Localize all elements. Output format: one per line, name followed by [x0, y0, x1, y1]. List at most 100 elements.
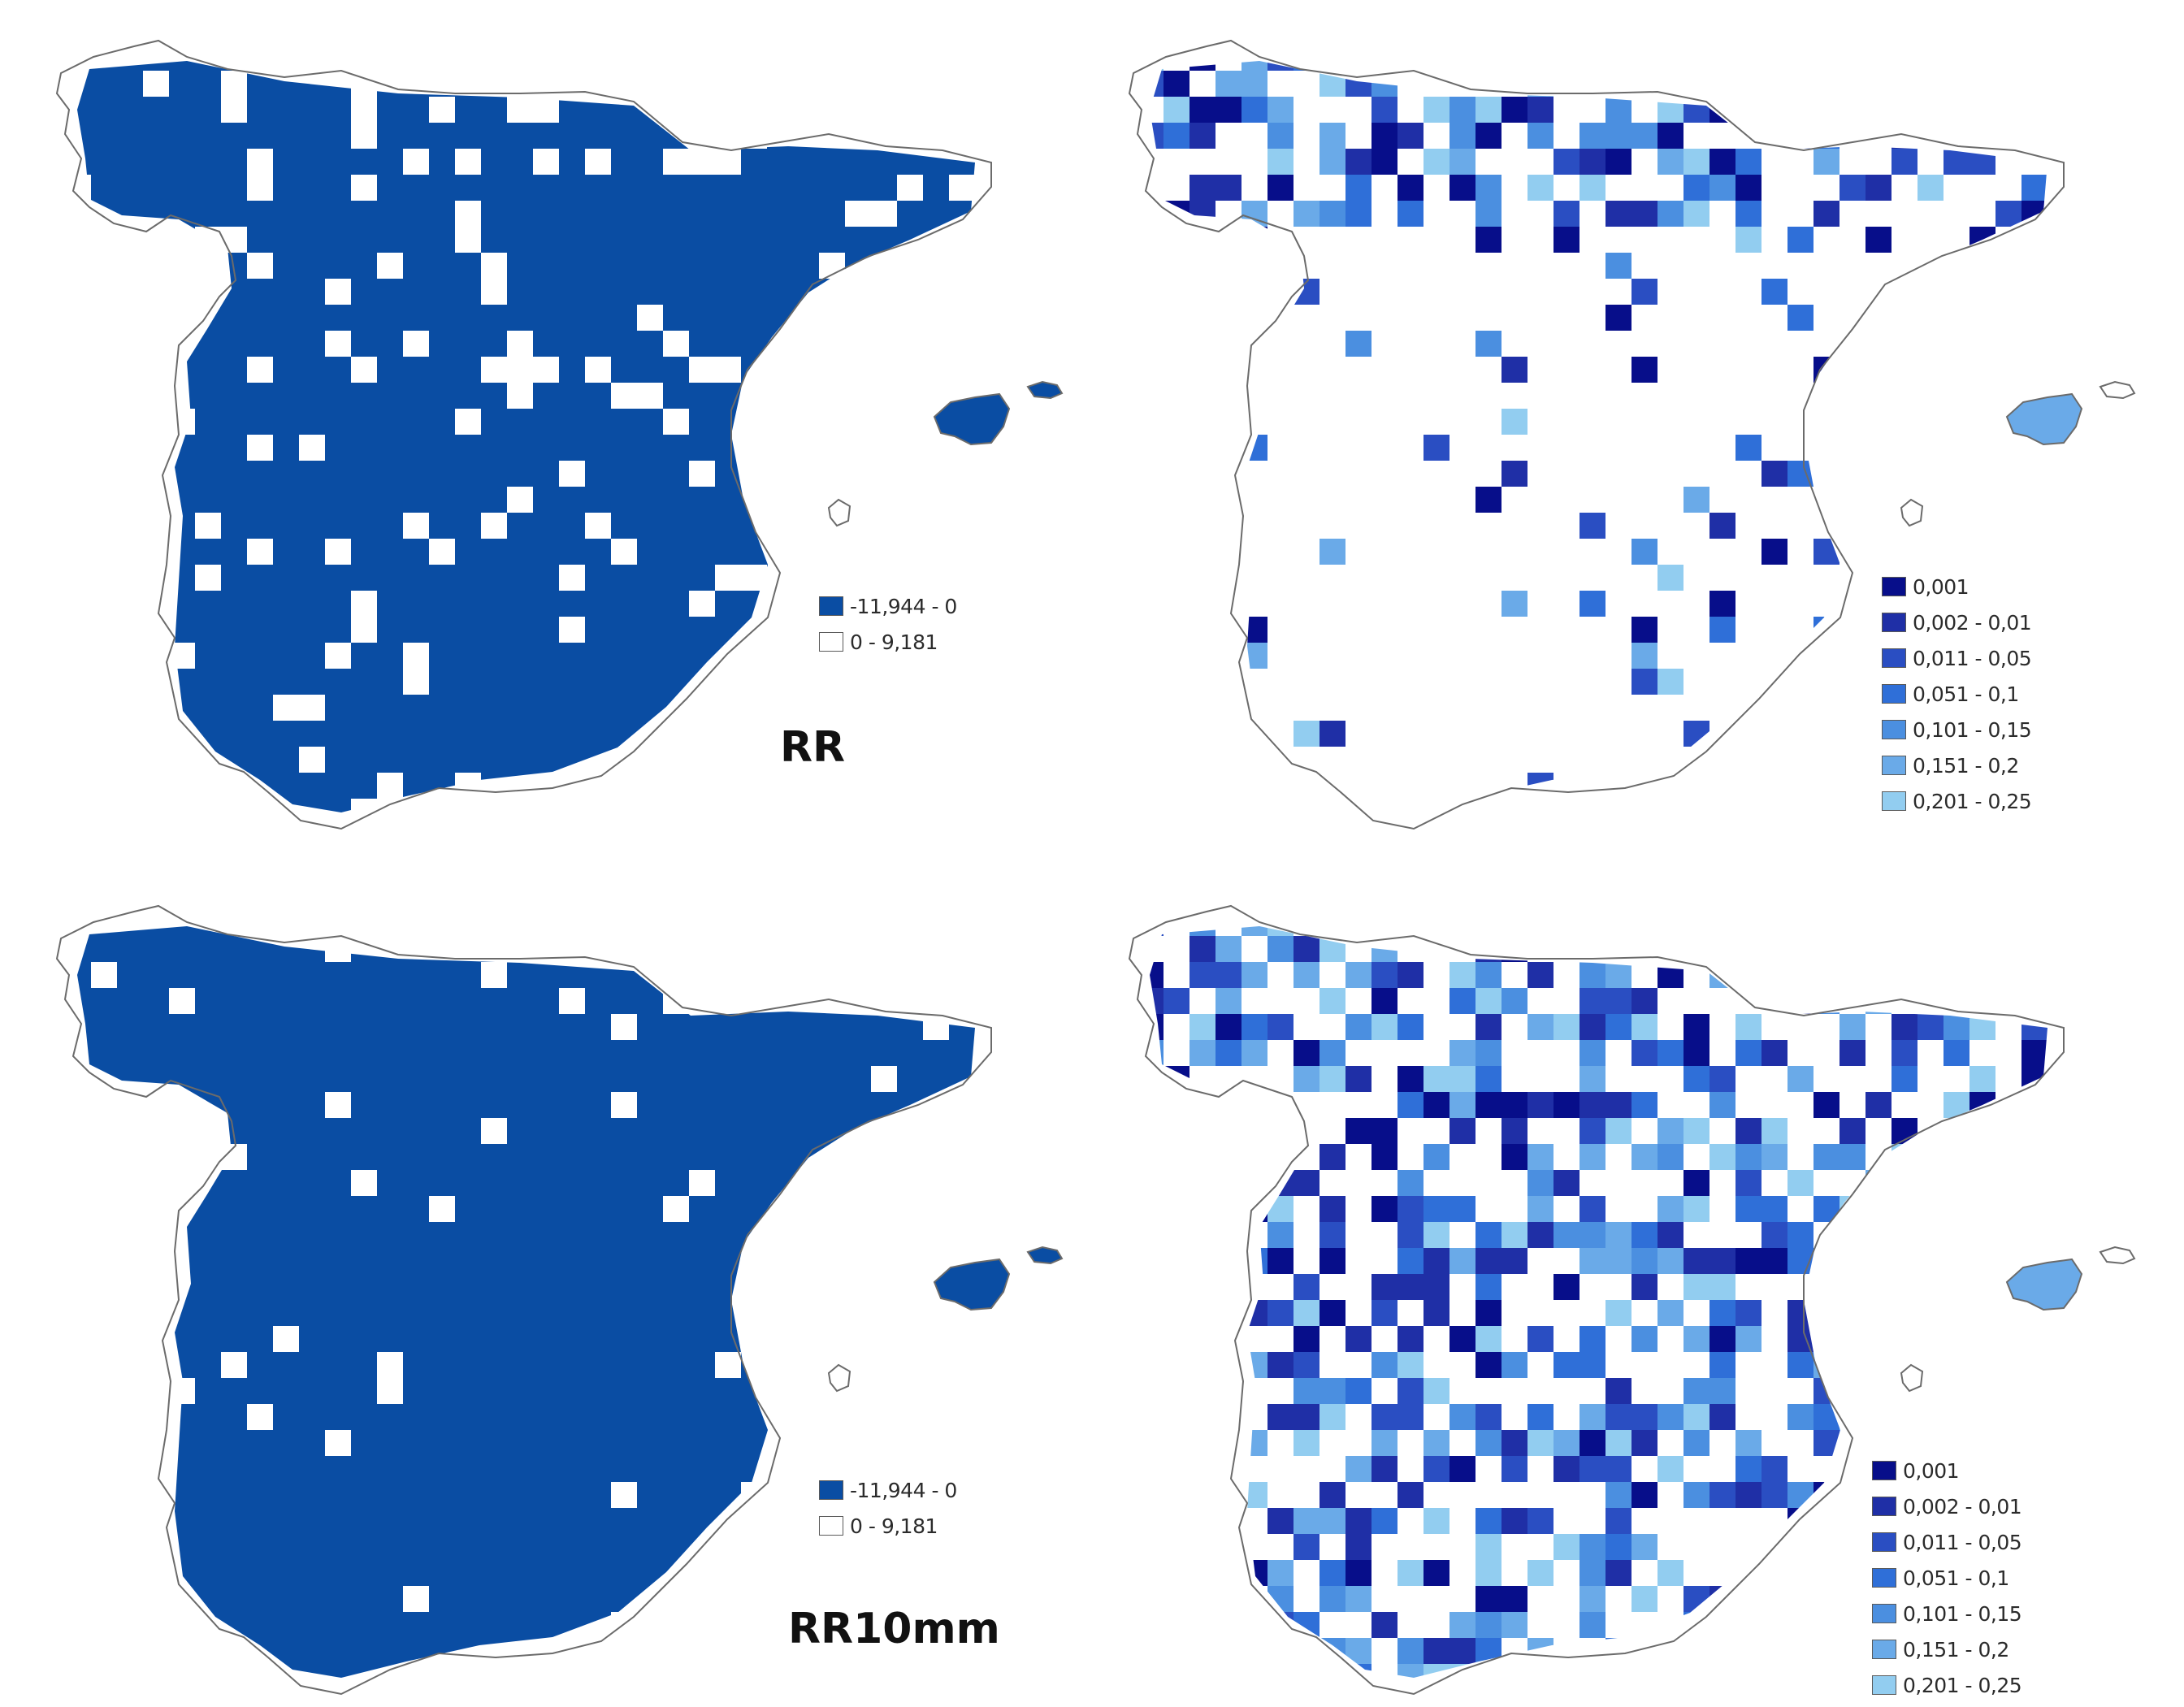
grid-cell	[325, 513, 351, 539]
grid-cell	[403, 1274, 429, 1300]
grid-cell	[793, 435, 819, 461]
grid-cell	[819, 1196, 845, 1222]
grid-cell	[975, 45, 1001, 71]
grid-cell	[1528, 773, 1554, 799]
grid-cell	[429, 617, 455, 643]
grid-cell	[273, 435, 299, 461]
grid-cell	[1632, 1274, 1658, 1300]
grid-cell	[507, 1560, 533, 1586]
grid-cell	[637, 962, 663, 988]
grid-cell	[117, 1456, 143, 1482]
grid-cell	[1476, 97, 1502, 123]
grid-cell	[247, 123, 273, 149]
grid-cell	[299, 1612, 325, 1638]
grid-cell	[793, 1274, 819, 1300]
grid-cell	[507, 1144, 533, 1170]
grid-cell	[507, 123, 533, 149]
grid-cell	[351, 1612, 377, 1638]
grid-cell	[299, 1196, 325, 1222]
grid-cell	[975, 279, 1001, 305]
grid-cells	[77, 926, 1001, 1678]
grid-cell	[221, 1092, 247, 1118]
grid-cell	[741, 1638, 767, 1664]
grid-cell	[663, 227, 689, 253]
grid-cell	[1150, 1118, 1164, 1144]
grid-cell	[1944, 1404, 1970, 1430]
grid-cell	[247, 1612, 273, 1638]
grid-cell	[1944, 926, 1970, 936]
grid-cell	[2022, 201, 2048, 227]
legend-label: 0,151 - 0,2	[1913, 753, 2019, 778]
grid-cell	[1190, 591, 1216, 617]
grid-cell	[715, 1534, 741, 1560]
grid-cell	[871, 988, 897, 1014]
grid-cell	[169, 1664, 195, 1678]
grid-cell	[637, 1352, 663, 1378]
grid-cell	[1736, 1118, 1762, 1144]
legend-swatch	[1882, 577, 1906, 596]
grid-cell	[1190, 1664, 1216, 1678]
grid-cell	[1840, 1326, 1866, 1352]
grid-cell	[77, 926, 91, 936]
grid-cell	[403, 1066, 429, 1092]
grid-cell	[481, 799, 507, 812]
legend-swatch	[1872, 1604, 1896, 1623]
grid-cell	[793, 669, 819, 695]
grid-cell	[1216, 988, 1242, 1014]
grid-cell	[351, 1638, 377, 1664]
grid-cell	[403, 695, 429, 721]
grid-cell	[325, 669, 351, 695]
grid-cell	[1502, 409, 1528, 435]
grid-cell	[455, 1612, 481, 1638]
grid-cell	[637, 1534, 663, 1560]
grid-cell	[975, 1404, 1001, 1430]
grid-cell	[1398, 1014, 1424, 1040]
grid-cell	[273, 1014, 299, 1040]
grid-cell	[819, 1248, 845, 1274]
grid-cell	[2022, 1586, 2048, 1612]
grid-cell	[1606, 1248, 1632, 1274]
grid-cell	[429, 1586, 455, 1612]
grid-cell	[273, 1300, 299, 1326]
grid-cell	[1970, 1196, 1996, 1222]
grid-cell	[1580, 1144, 1606, 1170]
grid-cell	[585, 721, 611, 747]
grid-cell	[611, 201, 637, 227]
grid-cell	[949, 747, 975, 773]
grid-cell	[559, 331, 585, 357]
grid-cell	[169, 227, 195, 253]
grid-cell	[195, 962, 221, 988]
grid-cell	[585, 1248, 611, 1274]
grid-cell	[741, 97, 767, 123]
grid-cell	[195, 201, 221, 227]
grid-cell	[117, 487, 143, 513]
grid-cell	[455, 279, 481, 305]
grid-cell	[975, 461, 1001, 487]
grid-cell	[533, 1040, 559, 1066]
grid-cell	[1320, 1664, 1346, 1678]
grid-cell	[481, 175, 507, 201]
grid-cell	[871, 695, 897, 721]
grid-cell	[741, 149, 767, 175]
grid-cell	[1216, 1638, 1242, 1664]
grid-cell	[1866, 227, 1892, 253]
grid-cell	[871, 721, 897, 747]
grid-cell	[273, 643, 299, 669]
grid-cell	[1320, 539, 1346, 565]
grid-cell	[741, 747, 767, 773]
grid-cell	[507, 721, 533, 747]
grid-cell	[221, 565, 247, 591]
grid-cell	[481, 1378, 507, 1404]
grid-cell	[481, 1170, 507, 1196]
grid-cell	[455, 591, 481, 617]
grid-cell	[533, 962, 559, 988]
grid-cell	[1424, 926, 1450, 936]
grid-cell	[1710, 1326, 1736, 1352]
grid-cell	[533, 279, 559, 305]
grid-cell	[1424, 1664, 1450, 1678]
grid-cell	[91, 97, 117, 123]
grid-cell	[2048, 1222, 2074, 1248]
grid-cell	[1398, 1664, 1424, 1678]
grid-cell	[1944, 149, 1970, 175]
grid-cell	[949, 1664, 975, 1678]
